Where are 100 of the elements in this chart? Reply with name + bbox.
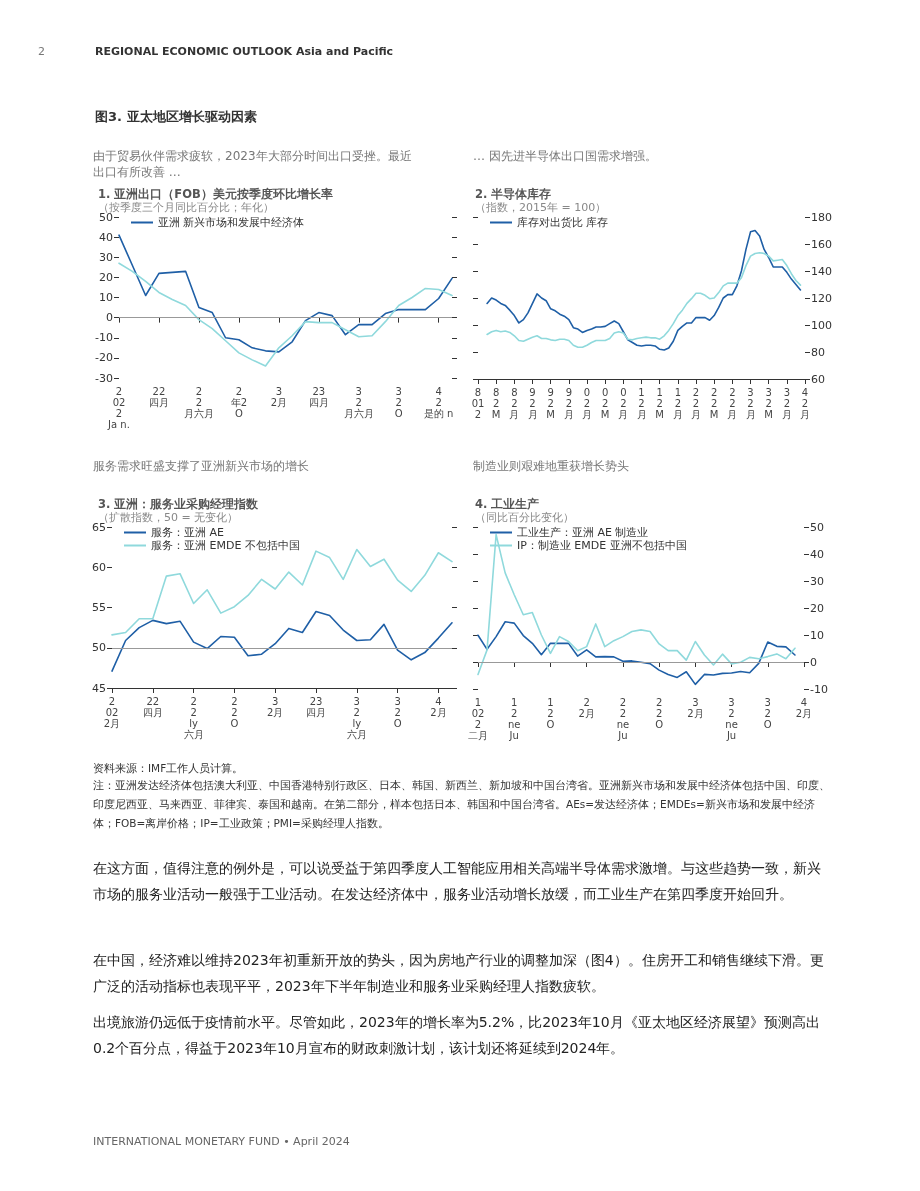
x-tick-label: 2 02 2 Ja n.: [107, 386, 130, 430]
legend-label: 服务：亚洲 EMDE 不包括中国: [151, 539, 300, 552]
text: … 因先进半导体出口国需求增强。: [473, 148, 658, 164]
x-tick-label: 2 2 M: [709, 387, 719, 420]
x-tick-label: 3 2月: [270, 386, 288, 408]
y2-tick-label: 140: [811, 264, 832, 278]
x-tick-label: 1 02 2 二月: [468, 697, 488, 741]
x-tick-label: 4 2 月: [800, 387, 810, 420]
text: 2: [38, 44, 46, 59]
chart-subtitle: （按季度三个月同比百分比；年化）: [98, 201, 274, 214]
y2-tick-label: 40: [810, 547, 824, 561]
y2-tick-label: 60: [811, 372, 825, 386]
x-tick-label: 3 2 ly 六月: [346, 696, 367, 740]
y-tick-label: 50: [92, 641, 106, 655]
x-tick-label: 4 2月: [795, 697, 813, 719]
x-tick-label: 3 2 月六月: [343, 386, 374, 419]
y2-tick-label: 0: [810, 655, 817, 669]
y2-tick-label: 80: [811, 345, 825, 359]
x-tick-label: 2 2月: [578, 697, 595, 719]
line-series: [118, 234, 453, 353]
x-tick-label: 1 2 ne Ju: [507, 697, 521, 741]
x-tick-label: 3 2 月: [745, 387, 756, 420]
chart-title: 3. 亚洲：服务业采购经理指数: [98, 497, 260, 511]
x-tick-label: 8 2 月: [509, 387, 520, 420]
text: 服务需求旺盛支撑了亚洲新兴市场的增长: [93, 458, 310, 474]
x-tick-label: 4 2 是的 n: [423, 386, 454, 419]
legend-label: 亚洲 新兴市场和发展中经济体: [158, 216, 305, 229]
x-tick-label: 2 2 月: [691, 387, 701, 420]
y2-tick-label: 20: [810, 601, 824, 615]
line-series: [486, 251, 802, 349]
text: 出境旅游仍远低于疫情前水平。尽管如此，2023年的增长率为5.2%，比2023年10月《亚太地区经济展望》预测高出0.2个百分点，得益于2023年10月宣布的财政刺激计划，该计划还将延续到2024年。: [93, 1013, 821, 1058]
y-tick-label: -20: [95, 351, 113, 365]
x-tick-label: 0 2 月: [618, 387, 629, 420]
y-tick-label: 60: [92, 560, 106, 574]
x-tick-label: 0 2 M: [600, 387, 610, 420]
x-tick-label: 1 2 O: [546, 697, 555, 730]
y2-tick-label: -10: [810, 682, 828, 696]
x-tick-label: 3 2 月: [781, 387, 792, 420]
y2-tick-label: 30: [810, 574, 824, 588]
text: 在中国，经济难以维持2023年初重新开放的势头，因为房地产行业的调整加深（图4）。住房开工和销售继续下滑。更广泛的活动指标也表现平平，2023年下半年制造业和服务业采购经理人指数疲软。: [93, 951, 825, 996]
y-tick-label: 30: [99, 250, 113, 264]
text: 资料来源：IMF工作人员计算。: [93, 761, 245, 776]
x-tick-label: 9 2 月: [527, 387, 538, 420]
legend-label: 服务：亚洲 AE: [151, 526, 225, 539]
line-series: [111, 610, 453, 672]
chart-subtitle: （指数，2015年 = 100）: [475, 201, 607, 214]
x-tick-label: 2 2 月: [727, 387, 738, 420]
x-tick-label: 3 2 O: [763, 697, 772, 730]
x-tick-label: 2 2 ly 六月: [183, 696, 204, 740]
y-tick-label: 10: [99, 291, 113, 304]
y-tick-label: -30: [95, 371, 113, 385]
y-tick-label: 20: [99, 270, 113, 284]
x-tick-label: 3 2 ne Ju: [725, 697, 738, 741]
x-tick-label: 8 01 2: [471, 387, 485, 420]
y2-tick-label: 10: [810, 628, 824, 642]
x-tick-label: 8 2 M: [491, 387, 501, 420]
chart-title: 4. 工业生产: [475, 497, 540, 511]
y2-tick-label: 180: [811, 210, 832, 224]
text: 制造业则艰难地重获增长势头: [473, 458, 630, 474]
y2-tick-label: 120: [811, 291, 832, 305]
text: INTERNATIONAL MONETARY FUND • April 2024: [93, 1134, 351, 1150]
legend-label: IP：制造业 EMDE 亚洲不包括中国: [517, 539, 687, 552]
y-tick-label: -10: [95, 331, 113, 345]
x-tick-label: 3 2 O: [394, 386, 403, 419]
x-tick-label: 2 2 O: [230, 696, 239, 729]
x-tick-label: 1 2 月: [672, 387, 683, 420]
x-tick-label: 23 四月: [306, 696, 326, 718]
line-series: [477, 620, 796, 686]
y-tick-label: 45: [92, 681, 106, 695]
x-tick-label: 2 02 2月: [103, 696, 121, 729]
y2-tick-label: 100: [811, 318, 832, 332]
text: REGIONAL ECONOMIC OUTLOOK Asia and Pacific: [95, 44, 395, 59]
chart-title: 2. 半导体库存: [475, 187, 552, 201]
x-tick-label: 4 2月: [430, 696, 447, 718]
x-tick-label: 2 2 月六月: [183, 386, 214, 419]
x-tick-label: 23 四月: [308, 386, 329, 408]
x-tick-label: 2 2 O: [655, 697, 664, 730]
x-tick-label: 0 2 月: [582, 387, 592, 420]
y-tick-label: 0: [106, 311, 113, 325]
x-tick-label: 3 2月: [687, 697, 704, 719]
x-tick-label: 9 2 M: [546, 387, 555, 420]
x-tick-label: 22 四月: [142, 696, 163, 718]
chart-subtitle: （同比百分比变化）: [475, 511, 574, 524]
x-tick-label: 1 2 M: [655, 387, 664, 420]
x-tick-label: 9 2 月: [563, 387, 574, 420]
y-tick-label: 40: [99, 230, 113, 244]
x-tick-label: 22 四月: [148, 386, 169, 408]
x-tick-label: 2 2 ne Ju: [616, 697, 630, 741]
legend-label: 库存对出货比 库存: [517, 216, 609, 229]
y2-tick-label: 160: [811, 237, 832, 251]
y2-tick-label: 50: [810, 520, 824, 534]
y-tick-label: 55: [92, 601, 106, 614]
text: 注：亚洲发达经济体包括澳大利亚、中国香港特别行政区、日本、韩国、新西兰、新加坡和中国台湾省。亚洲新兴市场和发展中经济体包括中国、印度、印度尼西亚、马来西亚、菲律宾、泰国和越南。在第二部分，样本包括日本、韩国和中国台湾省。AEs=发达经济体；EMDEs=新兴市场和发展中经济体；FOB=离岸价格；IP=工业政策；PMI=采购经理人指数。: [93, 778, 831, 831]
x-tick-label: 3 2 O: [393, 696, 402, 729]
line-series: [118, 262, 453, 367]
legend-label: 工业生产：亚洲 AE 制造业: [517, 526, 649, 539]
text: 图3. 亚太地区增长驱动因素: [95, 108, 258, 125]
text: 在这方面，值得注意的例外是，可以说受益于第四季度人工智能应用相关高端半导体需求激增。与这些趋势一致，新兴市场的服务业活动一般强于工业活动。在发达经济体中，服务业活动增长放缓，而工业生产在第四季度开始回升。: [93, 859, 822, 904]
x-tick-label: 2 年2 O: [230, 386, 248, 419]
text: 由于贸易伙伴需求疲软，2023年大部分时间出口受挫。最近出口有所改善 …: [93, 148, 413, 180]
